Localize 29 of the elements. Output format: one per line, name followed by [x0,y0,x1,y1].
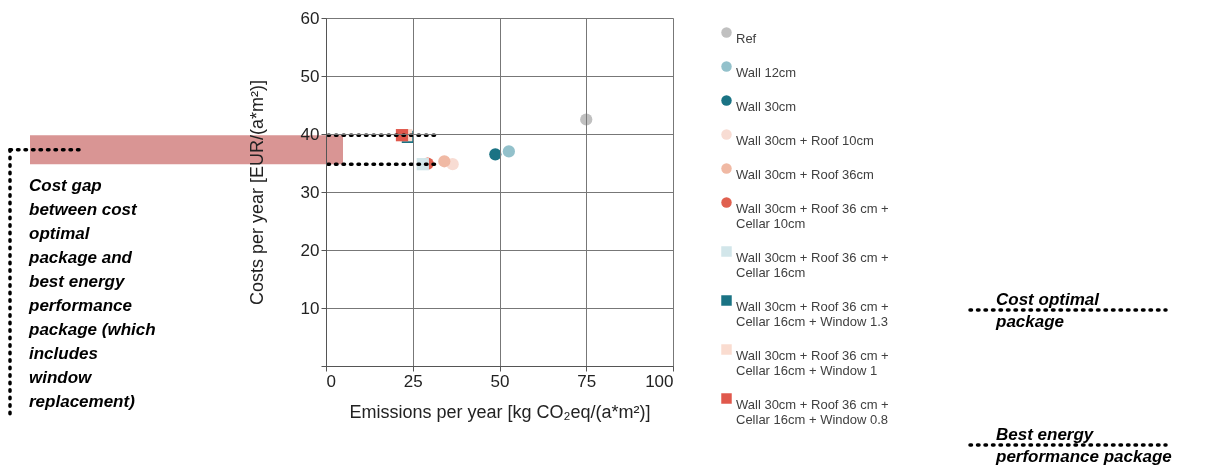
legend-label: Wall 30cm + Roof 36cm [736,166,874,182]
text: Cost optimal package [995,290,1101,331]
text: Best energy performance package [995,425,1172,466]
legend-label: Wall 30cm + Roof 36 cm + Cellar 16cm + Window 1.3 [736,298,889,329]
legend-label: Wall 30cm + Roof 36 cm + Cellar 16cm + Window 0.8 [736,396,889,427]
x-tick-label: 75 [577,371,597,391]
y-tick-label: 50 [300,66,320,86]
text: Cost gap between cost optimal package and best energy performance package (which includes window replacement) [29,176,156,411]
y-tick-label: 60 [300,8,320,28]
x-tick-label: 50 [490,371,510,391]
y-axis-title: Costs per year [EUR/(a*m²)] [246,79,267,306]
y-tick-label: 30 [300,182,320,202]
x-axis-title: Emissions per year [kg CO₂eq/(a*m²)] [349,401,651,422]
y-tick-label: 10 [300,298,320,318]
point [502,145,515,158]
legend-label: Wall 30cm + Roof 10cm [736,132,874,148]
y-tick-label: 40 [300,124,320,144]
x-tick-label: 100 [645,371,674,391]
point [438,155,451,168]
legend-label: Wall 30cm [736,98,797,114]
x-tick-label: 25 [403,371,423,391]
point [489,148,502,161]
legend-label: Wall 30cm + Roof 36 cm + Cellar 16cm + Window 1 [736,347,889,378]
legend-label: Ref [736,30,757,46]
legend-label: Wall 12cm [736,64,797,80]
legend-label: Wall 30cm + Roof 36 cm + Cellar 16cm [736,249,889,280]
legend-label: Wall 30cm + Roof 36 cm + Cellar 10cm [736,200,889,231]
y-tick-label: 20 [300,240,320,260]
x-tick-label: 0 [326,371,336,391]
